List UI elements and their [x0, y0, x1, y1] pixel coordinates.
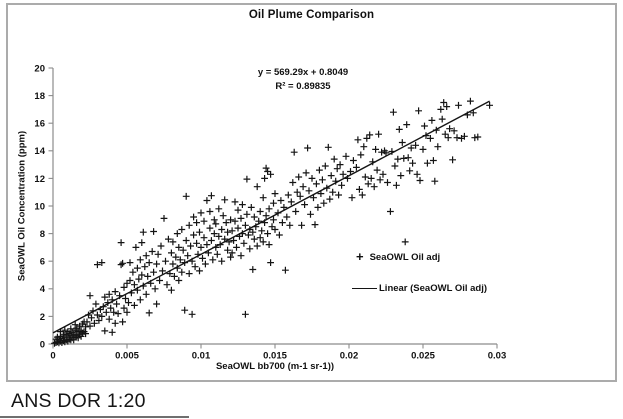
- y-tick-label: 16: [34, 119, 45, 130]
- legend-item-scatter: + SeaOWL Oil adj: [356, 249, 441, 264]
- x-tick-label: 0.005: [115, 351, 139, 362]
- legend-item-trendline: Linear (SeaOWL Oil adj): [352, 283, 487, 294]
- x-tick-label: 0.025: [411, 351, 435, 362]
- y-tick-label: 20: [34, 63, 45, 74]
- trendline-sample-icon: [352, 288, 377, 289]
- caption-divider: [0, 416, 189, 418]
- x-tick-label: 0.01: [192, 351, 211, 362]
- x-tick-label: 0.02: [340, 351, 359, 362]
- y-tick-label: 4: [40, 284, 46, 295]
- legend-item-trendline-label: Linear (SeaOWL Oil adj): [379, 283, 488, 294]
- trendline: [52, 100, 490, 334]
- y-tick-label: 14: [34, 146, 45, 157]
- legend-item-scatter-label: SeaOWL Oil adj: [369, 251, 441, 263]
- plus-marker-icon: +: [356, 249, 364, 264]
- y-tick-label: 18: [34, 91, 45, 102]
- trendline-equation: y = 569.29x + 0.8049: [257, 67, 349, 78]
- y-tick-label: 0: [40, 339, 45, 350]
- y-tick-label: 10: [34, 201, 45, 212]
- x-axis-title: SeaOWL bb700 (m-1 sr-1)): [215, 361, 335, 372]
- x-tick-label: 0.015: [263, 351, 287, 362]
- trendline-r-squared: R² = 0.89835: [275, 81, 331, 92]
- y-tick-label: 2: [40, 312, 45, 323]
- x-tick-label: 0.03: [488, 351, 507, 362]
- y-tick-label: 6: [40, 257, 45, 268]
- trendline-annotation: y = 569.29x + 0.8049 R² = 0.89835: [227, 66, 379, 94]
- axes: [52, 68, 497, 345]
- chart-title: Oil Plume Comparison: [248, 9, 375, 21]
- y-tick-label: 12: [34, 174, 45, 185]
- x-tick-label: 0: [50, 351, 55, 362]
- y-tick-label: 8: [40, 229, 45, 240]
- figure-caption: ANS DOR 1:20: [11, 390, 146, 412]
